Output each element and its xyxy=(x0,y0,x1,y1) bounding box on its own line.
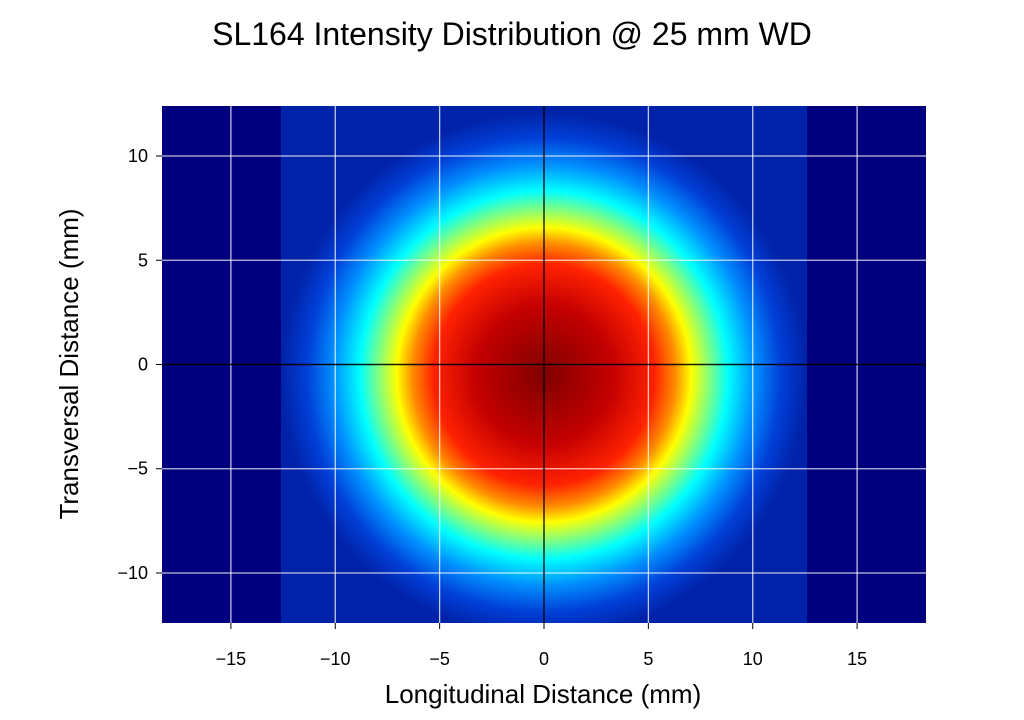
zero-axis-lines xyxy=(162,106,926,623)
y-tick-label: 10 xyxy=(128,146,148,166)
y-tick-label: −5 xyxy=(127,459,148,479)
chart-title: SL164 Intensity Distribution @ 25 mm WD xyxy=(212,16,812,52)
y-tick-label: 0 xyxy=(138,355,148,375)
x-tick-label: 15 xyxy=(847,649,867,669)
x-tick-label: 5 xyxy=(643,649,653,669)
x-tick-label: −10 xyxy=(320,649,351,669)
x-tick-label: 10 xyxy=(743,649,763,669)
x-tick-label: 0 xyxy=(539,649,549,669)
y-tick-label: −10 xyxy=(117,563,148,583)
y-axis-label: Transversal Distance (mm) xyxy=(54,208,84,519)
tick-labels: −15 −10 −5 0 5 10 15 −10 −5 0 5 10 xyxy=(117,146,867,669)
y-tick-label: 5 xyxy=(138,250,148,270)
x-tick-label: −5 xyxy=(429,649,450,669)
x-tick-label: −15 xyxy=(216,649,247,669)
x-axis-label: Longitudinal Distance (mm) xyxy=(385,679,701,709)
